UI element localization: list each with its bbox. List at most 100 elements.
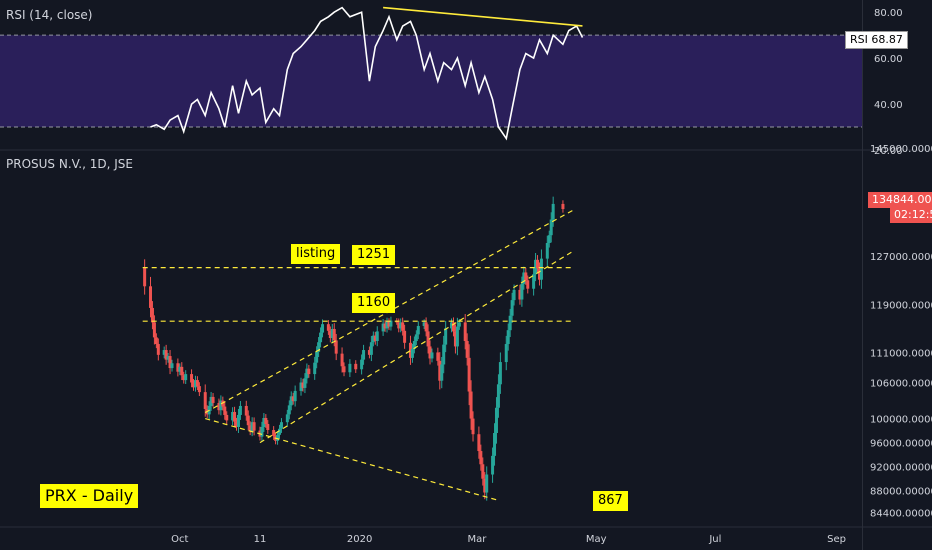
rsi-panel: 80.00 60.00 40.00 20.00 <box>0 6 903 157</box>
candle-body <box>332 328 336 341</box>
candle-body <box>536 259 540 269</box>
price-y-tick-label: 92000.00000 <box>870 463 932 474</box>
price-y-tick-label: 106000.00000 <box>870 379 932 390</box>
candle-body <box>457 322 461 327</box>
rsi-tag-value: 68.87 <box>871 33 903 46</box>
candle-body <box>154 337 158 345</box>
price-y-tick-label: 119000.00000 <box>870 300 932 311</box>
annotation-1160: 1160 <box>352 293 396 313</box>
rsi-series-line <box>150 6 584 141</box>
candle-body <box>321 324 325 333</box>
candle-body <box>383 323 387 329</box>
channel-trendline <box>205 418 499 501</box>
candle-body <box>342 366 346 373</box>
candle-body <box>440 364 444 381</box>
candle-body <box>471 418 475 435</box>
candle-body <box>485 474 489 493</box>
candle-body <box>236 414 240 427</box>
candle-body <box>170 363 174 369</box>
candle-body <box>510 300 514 316</box>
candle-body <box>381 323 385 332</box>
annotation-listing: listing <box>291 244 341 264</box>
candle-body <box>285 414 289 423</box>
candle-body <box>410 348 414 358</box>
candle-body <box>149 286 153 308</box>
candle-body <box>262 417 266 427</box>
candle-body <box>549 219 553 236</box>
candle-body <box>195 380 199 387</box>
candle-body <box>373 335 377 342</box>
candle-body <box>367 350 371 355</box>
candle-body <box>250 422 254 432</box>
candle-body <box>209 396 213 406</box>
candle-body <box>166 356 170 360</box>
candle-body <box>401 322 405 331</box>
candle-body <box>520 283 524 300</box>
candle-body <box>455 326 459 347</box>
rsi-value-tag: RSI 68.87 <box>845 31 908 49</box>
candle-body <box>184 374 188 381</box>
candle-body <box>428 346 432 359</box>
candle-body <box>231 411 235 421</box>
time-x-tick-label: 2020 <box>347 534 372 545</box>
candle-body <box>438 360 442 381</box>
candle-body <box>483 478 487 493</box>
candle-body <box>408 342 412 358</box>
candle-body <box>385 321 389 329</box>
candle-body <box>223 406 227 415</box>
candle-body <box>330 328 334 339</box>
candle-body <box>334 340 338 354</box>
candle-body <box>453 331 457 347</box>
candle-body <box>399 322 403 329</box>
price-y-tick-label: 88000.00000 <box>870 487 932 498</box>
candle-body <box>494 407 498 434</box>
price-y-tick-label: 96000.00000 <box>870 439 932 450</box>
annotation-1251: 1251 <box>352 245 396 265</box>
candle-body <box>362 350 366 360</box>
candle-body <box>547 235 551 244</box>
candle-body <box>371 335 375 343</box>
candle-body <box>211 396 215 403</box>
candle-body <box>436 352 440 361</box>
rsi-trendline <box>383 6 583 27</box>
candle-body <box>424 322 428 332</box>
candle-body <box>182 375 186 381</box>
candle-body <box>266 423 270 431</box>
candle-body <box>252 422 256 431</box>
candle-body <box>143 267 147 287</box>
candle-body <box>193 380 197 388</box>
price-y-tick-label: 145000.00000 <box>870 144 932 155</box>
candle-body <box>152 322 156 338</box>
candle-body <box>303 378 307 388</box>
time-x-tick-label: Mar <box>467 534 487 545</box>
candle-body <box>299 382 303 391</box>
candle-body <box>162 350 166 355</box>
candle-body <box>287 405 291 415</box>
candle-body <box>467 357 471 392</box>
time-x-tick-label: May <box>586 534 607 545</box>
candle-body <box>422 322 426 326</box>
candle-body <box>156 344 160 355</box>
rsi-y-tick-label: 40.00 <box>874 100 903 111</box>
candle-body <box>493 433 497 456</box>
candle-body <box>512 289 516 301</box>
candle-body <box>190 374 194 383</box>
candle-body <box>354 363 358 370</box>
candle-body <box>526 280 530 289</box>
candle-body <box>289 396 293 406</box>
candle-body <box>276 434 280 441</box>
price-y-tick-label: 127000.00000 <box>870 252 932 263</box>
candle-body <box>369 342 373 355</box>
candle-body <box>545 243 549 259</box>
candle-body <box>272 430 276 437</box>
candle-body <box>479 451 483 465</box>
channel-trendline <box>259 249 575 444</box>
candle-body <box>348 363 352 373</box>
candle-body <box>518 289 522 300</box>
candle-body <box>463 322 467 342</box>
annotation-867: 867 <box>593 491 628 511</box>
candle-body <box>180 366 184 376</box>
candle-body <box>328 330 332 339</box>
price-title: PROSUS N.V., 1D, JSE <box>6 157 133 171</box>
candle-body <box>522 272 526 284</box>
